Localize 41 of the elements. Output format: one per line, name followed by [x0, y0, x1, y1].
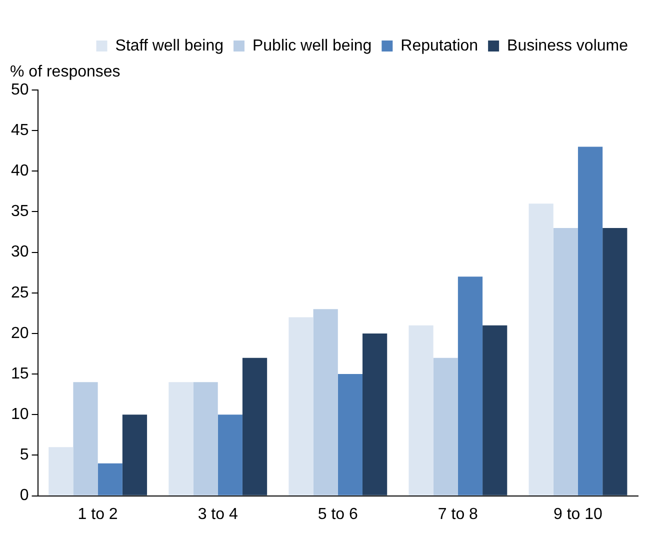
- bar: [602, 228, 628, 496]
- bar: [578, 146, 603, 496]
- y-tick-label: 50: [11, 81, 29, 98]
- x-tick-label: 1 to 2: [78, 506, 118, 523]
- bar: [528, 204, 554, 496]
- y-tick-label: 15: [11, 365, 29, 382]
- bar: [433, 358, 458, 496]
- bar: [168, 382, 194, 496]
- y-tick-label: 40: [11, 162, 29, 180]
- y-tick-label: 35: [11, 203, 29, 220]
- x-tick-label: 5 to 6: [318, 506, 358, 523]
- x-tick-label: 3 to 4: [198, 506, 238, 523]
- y-tick-label: 0: [20, 487, 29, 504]
- legend-label: Staff well being: [115, 37, 224, 54]
- bar: [242, 358, 268, 496]
- bar: [122, 414, 148, 496]
- bar: [73, 382, 98, 496]
- bar: [288, 317, 314, 496]
- y-tick-label: 45: [11, 122, 29, 139]
- bar: [193, 382, 218, 496]
- bar: [313, 309, 338, 496]
- x-tick-label: 9 to 10: [554, 506, 603, 523]
- bar: [338, 374, 363, 496]
- bar: [218, 414, 242, 496]
- x-tick-label: 7 to 8: [438, 506, 478, 523]
- y-axis-title: % of responses: [10, 63, 120, 80]
- y-tick-label: 30: [11, 244, 29, 261]
- legend-label: Business volume: [507, 37, 628, 54]
- bar: [48, 447, 74, 496]
- y-tick-label: 20: [11, 324, 29, 342]
- bar: [362, 333, 388, 496]
- legend-label: Reputation: [400, 37, 478, 54]
- bar: [553, 228, 578, 496]
- y-tick-label: 5: [20, 446, 29, 464]
- y-tick-label: 25: [11, 284, 29, 302]
- y-tick-label: 10: [11, 406, 29, 424]
- bar: [98, 463, 122, 496]
- bar: [408, 325, 434, 496]
- bar: [458, 276, 483, 496]
- legend-label: Public well being: [252, 37, 372, 54]
- bar: [482, 325, 508, 496]
